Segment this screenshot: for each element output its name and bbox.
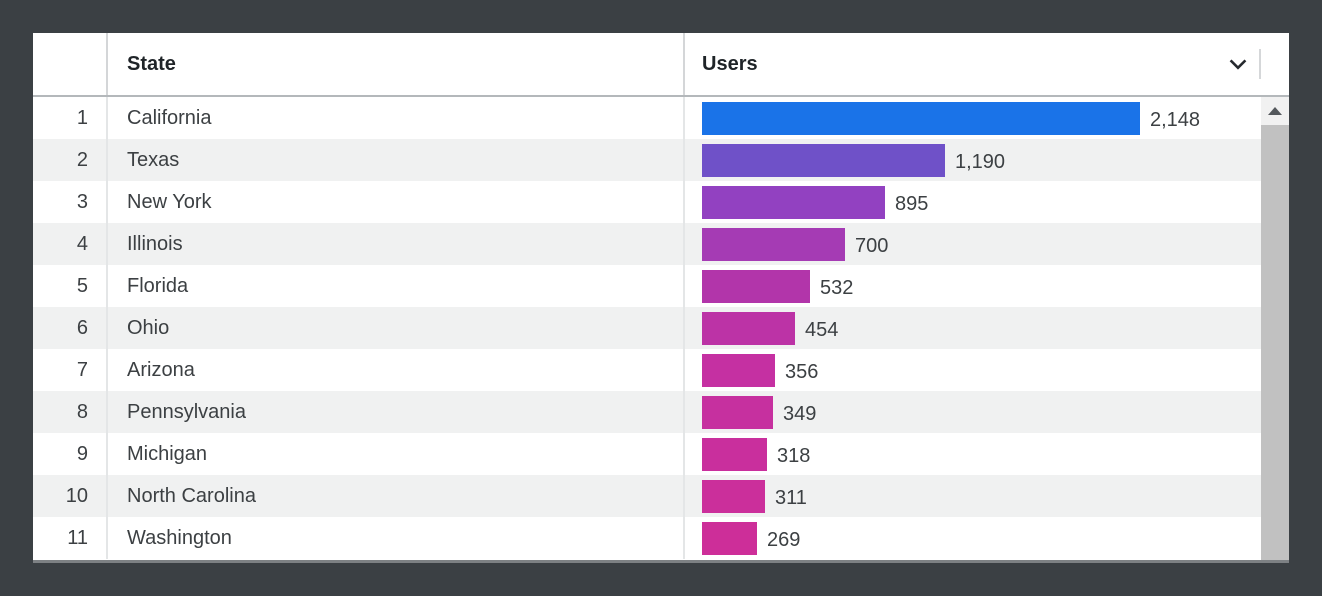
- users-cell: 2,148: [683, 97, 1289, 139]
- state-cell[interactable]: Florida: [106, 265, 683, 307]
- state-cell[interactable]: North Carolina: [106, 475, 683, 517]
- users-cell: 700: [683, 223, 1289, 265]
- state-cell[interactable]: Michigan: [106, 433, 683, 475]
- header-divider: [1259, 49, 1261, 79]
- users-cell: 318: [683, 433, 1289, 475]
- users-value: 532: [820, 276, 854, 299]
- table-row: 7 Arizona 356: [33, 349, 1289, 391]
- rank-cell: 5: [76, 274, 88, 297]
- table-row: 2 Texas 1,190: [33, 139, 1289, 181]
- users-value: 269: [767, 528, 801, 551]
- state-cell[interactable]: Illinois: [106, 223, 683, 265]
- header-state-column[interactable]: State: [106, 33, 683, 95]
- table-row: 9 Michigan 318: [33, 433, 1289, 475]
- users-value: 311: [775, 486, 807, 509]
- header-scrollbar-gutter: [1259, 33, 1289, 95]
- users-bar: [702, 101, 1140, 135]
- scroll-up-button[interactable]: [1261, 97, 1289, 125]
- table-row: 3 New York 895: [33, 181, 1289, 223]
- header-users-label: Users: [702, 52, 758, 75]
- users-value: 2,148: [1150, 108, 1201, 131]
- users-bar: [702, 269, 810, 303]
- state-cell[interactable]: New York: [106, 181, 683, 223]
- users-bar: [702, 311, 795, 345]
- table-body: 1 California 2,148 2 Texas 1,190 3 New Y…: [33, 97, 1289, 559]
- users-bar: [702, 143, 945, 177]
- users-value: 700: [855, 234, 889, 257]
- users-cell: 349: [683, 391, 1289, 433]
- rank-cell: 8: [76, 400, 88, 423]
- chevron-down-icon[interactable]: [1225, 51, 1251, 77]
- scroll-up-arrow-icon: [1268, 107, 1282, 115]
- scrollbar-thumb[interactable]: [1261, 125, 1289, 560]
- users-cell: 356: [683, 349, 1289, 391]
- table-row: 5 Florida 532: [33, 265, 1289, 307]
- state-cell[interactable]: California: [106, 97, 683, 139]
- state-cell[interactable]: Pennsylvania: [106, 391, 683, 433]
- header-users-column[interactable]: Users: [683, 33, 1259, 95]
- table-row: 4 Illinois 700: [33, 223, 1289, 265]
- users-bar: [702, 353, 775, 387]
- users-value: 318: [777, 444, 811, 467]
- users-value: 1,190: [955, 150, 1006, 173]
- users-bar: [702, 395, 773, 429]
- users-bar: [702, 227, 845, 261]
- state-cell[interactable]: Washington: [106, 517, 683, 559]
- table-row: 1 California 2,148: [33, 97, 1289, 139]
- users-cell: 269: [683, 517, 1289, 559]
- users-bar: [702, 185, 885, 219]
- rank-cell: 7: [76, 358, 88, 381]
- rank-cell: 11: [67, 526, 88, 549]
- users-cell: 532: [683, 265, 1289, 307]
- table-row: 8 Pennsylvania 349: [33, 391, 1289, 433]
- table-row: 11 Washington 269: [33, 517, 1289, 559]
- rank-cell: 4: [76, 232, 88, 255]
- table-row: 6 Ohio 454: [33, 307, 1289, 349]
- table-header-row: State Users: [33, 33, 1289, 97]
- users-bar: [702, 437, 767, 471]
- users-value: 356: [785, 360, 819, 383]
- users-cell: 895: [683, 181, 1289, 223]
- state-cell[interactable]: Texas: [106, 139, 683, 181]
- users-value: 349: [783, 402, 817, 425]
- analytics-table-panel: State Users 1 California 2,148 2 Texas 1…: [33, 33, 1289, 563]
- table-row: 10 North Carolina 311: [33, 475, 1289, 517]
- rank-cell: 9: [76, 442, 88, 465]
- rank-cell: 2: [76, 148, 88, 171]
- rank-cell: 3: [76, 190, 88, 213]
- users-value: 454: [805, 318, 839, 341]
- users-value: 895: [895, 192, 929, 215]
- users-bar: [702, 521, 757, 555]
- header-rank-column: [33, 33, 106, 95]
- state-cell[interactable]: Arizona: [106, 349, 683, 391]
- users-cell: 1,190: [683, 139, 1289, 181]
- rank-cell: 6: [76, 316, 88, 339]
- users-bar: [702, 479, 765, 513]
- users-cell: 454: [683, 307, 1289, 349]
- vertical-scrollbar[interactable]: [1261, 97, 1289, 560]
- users-cell: 311: [683, 475, 1289, 517]
- rank-cell: 1: [76, 106, 88, 129]
- state-cell[interactable]: Ohio: [106, 307, 683, 349]
- rank-cell: 10: [65, 484, 88, 507]
